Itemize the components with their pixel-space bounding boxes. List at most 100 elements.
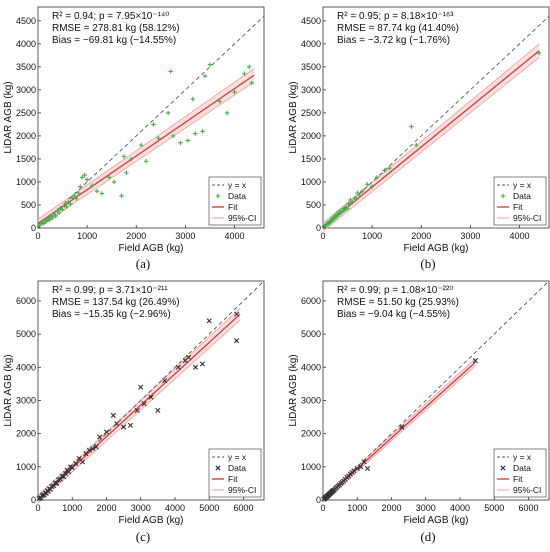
ci-upper-line: [322, 358, 476, 498]
data-point: [56, 210, 62, 216]
x-tick-label: 4000: [225, 231, 245, 241]
data-point: [55, 208, 60, 213]
panel-label: (d): [420, 529, 435, 544]
chart-panel-3: 0 1000 2000 3000 4000 5000 6000 0 1000 2000 3000 40…: [3, 280, 265, 544]
data-point: [78, 184, 83, 189]
y-tick-label: 3000: [301, 85, 321, 95]
data-point: [155, 407, 161, 413]
y-tick-label: 0: [31, 223, 36, 233]
chart-panel-4: 0 1000 2000 3000 4000 5000 6000 0 1000 2000 3000 40…: [288, 280, 550, 544]
y-tick-label: 3500: [16, 62, 36, 72]
data-point: [207, 62, 213, 67]
data-point: [79, 459, 86, 465]
data-point: [185, 138, 191, 143]
legend-label: Fit: [513, 202, 523, 212]
y-tick-label: 500: [21, 200, 36, 210]
data-point: [49, 213, 54, 218]
x-axis-label: Field AGB (kg): [403, 243, 468, 254]
data-point: [57, 476, 63, 482]
data-point: [193, 131, 198, 136]
data-point: [192, 364, 199, 370]
data-point: [234, 311, 240, 317]
y-tick-label: 2500: [301, 108, 321, 118]
x-tick-label: 3000: [175, 231, 195, 241]
data-point: [74, 196, 79, 201]
y-tick-label: 3000: [301, 395, 321, 405]
data-point: [138, 142, 144, 148]
x-axis-label: Field AGB (kg): [403, 515, 468, 526]
data-point: [110, 412, 116, 418]
data-point: [82, 172, 87, 178]
data-point: [342, 207, 347, 213]
legend-label: Fit: [513, 474, 523, 484]
x-tick-label: 2000: [411, 231, 431, 241]
data-point: [357, 193, 363, 198]
data-point: [151, 122, 156, 127]
panel-label: (c): [136, 529, 150, 544]
data-point: [97, 434, 103, 440]
fit-line: [322, 50, 540, 228]
y-tick-label: 4000: [16, 39, 36, 49]
y-tick-label: 1000: [301, 462, 321, 472]
y-tick-label: 0: [31, 495, 36, 505]
y-tick-label: 4000: [301, 362, 321, 372]
x-axis-label: Field AGB (kg): [118, 243, 183, 254]
data-point: [70, 195, 75, 201]
data-point: [178, 140, 183, 146]
data-point: [143, 159, 149, 164]
data-point: [249, 80, 254, 86]
data-point: [361, 459, 367, 465]
data-point: [232, 89, 237, 95]
data-point: [199, 361, 205, 367]
data-point: [350, 200, 355, 205]
y-tick-label: 3000: [16, 85, 36, 95]
data-point: [348, 197, 353, 203]
data-point: [50, 215, 55, 221]
legend-label: Data: [228, 191, 246, 201]
data-point: [52, 211, 57, 216]
data-point: [339, 210, 344, 215]
chart-panel-1: 0 1000 2000 3000 4000 0 500 1000 1500 2000 2500 300…: [3, 6, 265, 271]
legend-label: 95%-CI: [513, 213, 541, 223]
y-tick-label: 2500: [16, 108, 36, 118]
data-point: [472, 358, 478, 364]
one-to-one-line: [322, 15, 550, 229]
x-axis-label: Field AGB (kg): [118, 515, 183, 526]
data-point: [90, 445, 96, 452]
legend-label: Data: [513, 463, 531, 473]
fit-line: [37, 74, 255, 224]
data-point: [138, 384, 144, 390]
x-tick-label: 0: [320, 503, 325, 513]
y-tick-label: 500: [306, 200, 321, 210]
data-point: [107, 175, 112, 180]
data-point: [99, 191, 105, 196]
data-point: [186, 354, 192, 360]
ci-band: [323, 44, 540, 232]
legend-label: Data: [513, 191, 531, 201]
y-tick-label: 1000: [16, 462, 36, 472]
y-tick-label: 1000: [16, 177, 36, 187]
data-point: [72, 193, 77, 198]
data-point: [69, 464, 75, 471]
ci-lower-line: [322, 57, 540, 232]
data-point: [50, 483, 56, 489]
panel-label: (a): [136, 256, 150, 271]
data-point: [224, 110, 230, 116]
stats-line: Bias = −69.81 kg (−14.55%): [52, 35, 176, 46]
data-point: [156, 136, 161, 141]
data-point: [93, 444, 99, 450]
panel-label: (b): [420, 256, 435, 271]
x-tick-label: 1000: [347, 503, 367, 513]
ci-lower-line: [37, 81, 255, 228]
y-tick-label: 2000: [301, 429, 321, 439]
stats-line: RMSE = 87.74 kg (41.40%): [337, 23, 459, 34]
data-point: [89, 183, 95, 188]
stats-line: Bias = −9.04 kg (−4.55%): [337, 309, 450, 320]
legend-swatch-data: [500, 193, 506, 199]
data-point: [346, 201, 351, 207]
y-axis-label: LiDAR AGB (kg): [3, 81, 14, 153]
legend-label: Fit: [228, 202, 238, 212]
x-tick-label: 0: [35, 503, 40, 513]
